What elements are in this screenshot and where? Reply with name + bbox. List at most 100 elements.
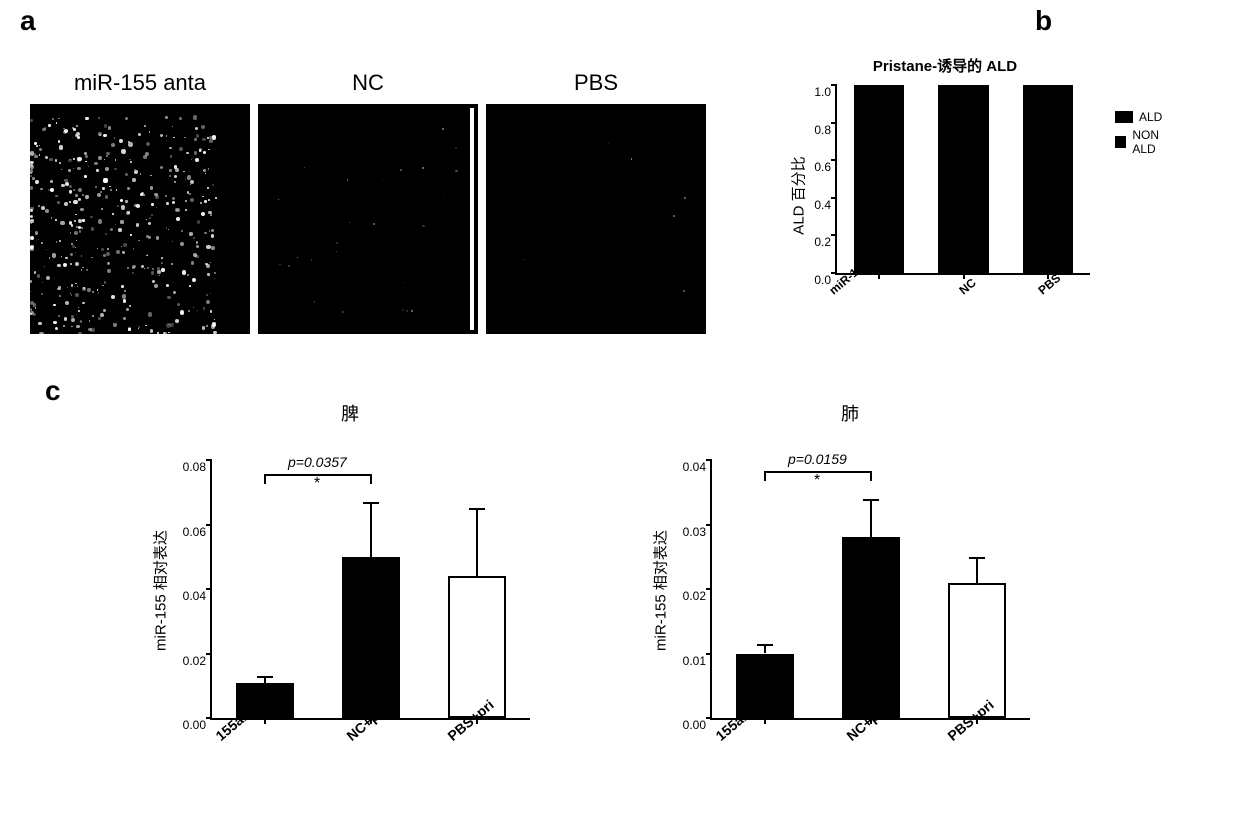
image-nc-stripe [470, 108, 474, 330]
speckle [121, 246, 122, 247]
speckle [57, 201, 60, 204]
speckle [34, 153, 36, 155]
image-col-nc: NC [258, 70, 478, 334]
speckle [210, 293, 211, 294]
y-tick-label: 0.03 [683, 525, 712, 539]
image-nc [258, 104, 478, 334]
speckle [173, 291, 176, 294]
speckle [116, 250, 120, 254]
speckle [55, 219, 57, 221]
speckle [30, 236, 34, 240]
speckle [79, 230, 82, 233]
speckle [82, 302, 85, 305]
speckle [193, 115, 197, 119]
speckle [103, 134, 106, 137]
speckle [78, 310, 80, 312]
speckle [155, 195, 159, 199]
speckle [156, 236, 159, 239]
speckle [82, 219, 85, 222]
chart-lung-title: 肺 [640, 400, 1060, 426]
chart-b-legend: ALD NON ALD [1115, 110, 1166, 160]
speckle [73, 168, 74, 169]
speckle [59, 145, 63, 149]
speckle [154, 284, 158, 288]
speckle [100, 313, 104, 317]
speckle [422, 225, 424, 227]
speckle [110, 189, 112, 191]
speckle [116, 189, 117, 190]
speckle [191, 159, 192, 160]
speckle [121, 149, 125, 153]
speckle [30, 119, 33, 122]
speckle [175, 208, 179, 212]
speckle [175, 319, 179, 323]
speckle [143, 155, 147, 159]
speckle [197, 310, 199, 312]
speckle [180, 310, 184, 314]
speckle [347, 179, 348, 180]
speckle [168, 229, 169, 230]
speckle [74, 231, 78, 235]
y-tick-label: 0.2 [814, 235, 837, 249]
speckle [194, 151, 198, 155]
speckle [161, 262, 164, 265]
speckle [70, 253, 73, 256]
speckle [73, 189, 75, 191]
speckle [114, 168, 116, 170]
speckle [196, 241, 199, 244]
speckle [88, 166, 89, 167]
speckle [170, 155, 172, 157]
speckle [185, 200, 187, 202]
speckle [97, 289, 99, 291]
speckle [75, 214, 77, 216]
x-tick [878, 273, 880, 279]
speckle [80, 320, 83, 323]
y-tick-label: 0.04 [183, 589, 212, 603]
speckle [138, 133, 142, 137]
speckle [297, 257, 298, 258]
speckle [82, 267, 84, 269]
speckle [34, 271, 37, 274]
speckle [183, 171, 185, 173]
speckle [58, 118, 60, 120]
speckle [98, 219, 102, 223]
speckle [77, 167, 80, 170]
speckle [98, 292, 99, 293]
speckle [172, 241, 173, 242]
speckle [442, 128, 443, 129]
speckle [126, 308, 129, 311]
speckle [70, 263, 72, 265]
speckle [278, 199, 279, 200]
speckle [71, 284, 74, 287]
speckle [69, 190, 71, 192]
speckle [129, 305, 131, 307]
speckle [112, 213, 114, 215]
speckle [204, 232, 207, 235]
speckle [68, 169, 70, 171]
speckle [110, 228, 113, 231]
speckle [203, 151, 206, 154]
bar-NC+pri [842, 537, 900, 718]
speckle [61, 184, 64, 187]
speckle [524, 259, 525, 260]
speckle [212, 184, 214, 186]
speckle [81, 269, 83, 271]
speckle [133, 248, 134, 249]
speckle [148, 222, 150, 224]
speckle [203, 307, 206, 310]
speckle [279, 264, 281, 266]
speckle [174, 181, 177, 184]
speckle [76, 325, 80, 329]
speckle [98, 117, 100, 119]
speckle [64, 317, 67, 320]
speckle [60, 221, 64, 225]
speckle [149, 131, 151, 133]
speckle [210, 214, 211, 215]
image-anta [30, 104, 250, 334]
speckle [86, 269, 88, 271]
speckle [149, 217, 151, 219]
speckle [146, 142, 150, 146]
speckle [77, 286, 78, 287]
bar-PBS [1023, 85, 1074, 273]
speckle [101, 248, 104, 251]
